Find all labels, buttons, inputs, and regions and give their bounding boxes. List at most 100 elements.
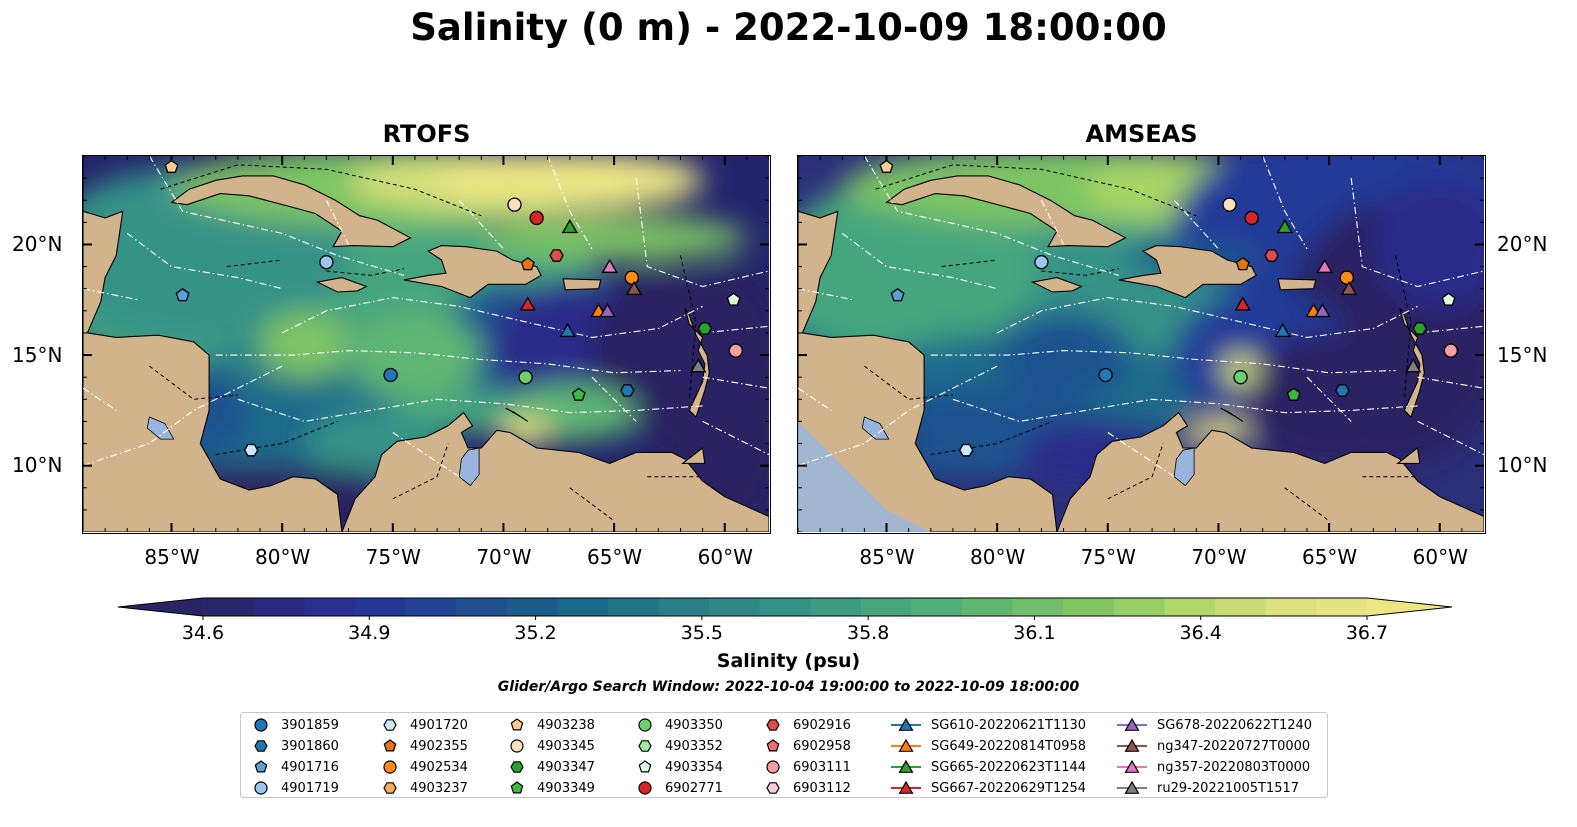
legend: 3901859 3901860 4901716 4901719 4901720 49023… (240, 712, 1328, 798)
legend-item: ng347-20220727T0000 (1117, 736, 1310, 756)
legend-marker-icon (254, 740, 268, 752)
legend-marker-icon (766, 719, 780, 731)
eez-line (1417, 376, 1484, 389)
search-window-caption: Glider/Argo Search Window: 2022-10-04 19… (497, 679, 1080, 695)
land-antilles-chain (684, 308, 710, 419)
station-marker-SG678-20220622T1240 (1314, 303, 1331, 318)
colorbar-bin (1215, 598, 1267, 616)
colorbar-bin (759, 598, 811, 616)
eez-line (702, 420, 769, 456)
colorbar-bin (607, 598, 660, 616)
legend-item: 4903349 (507, 778, 595, 798)
eez-line (1173, 199, 1219, 250)
station-marker-4902534 (1339, 270, 1354, 285)
boundary-line (1395, 255, 1412, 400)
eez-line (215, 350, 681, 374)
lake-nicaragua (146, 416, 175, 440)
station-marker-SG610-20220621T1130 (1274, 322, 1291, 338)
eez-line (83, 365, 283, 467)
legend-marker-icon (510, 761, 524, 773)
legend-label: 6902771 (665, 780, 723, 796)
legend-item: 4903345 (507, 736, 595, 756)
boundary-line (941, 259, 998, 268)
lat-tick-label-left: 10°N (12, 453, 63, 478)
station-marker-4903238 (164, 159, 179, 173)
legend-marker-icon (891, 780, 921, 794)
lat-tick-label-right: 15°N (1497, 342, 1548, 367)
station-marker-SG667-20220629T1254 (1234, 296, 1251, 311)
legend-label: 4901716 (281, 759, 339, 775)
legend-item: 4902534 (380, 757, 468, 777)
station-marker-4903354 (1441, 292, 1456, 306)
legend-marker-icon (638, 760, 652, 773)
eez-line (126, 232, 283, 290)
lat-tick-label-left: 15°N (12, 342, 63, 367)
eez-line (1350, 178, 1484, 288)
land-central-america (83, 156, 343, 532)
legend-marker-icon (383, 782, 397, 794)
land-hispaniola (403, 245, 542, 299)
pacific-masked (798, 421, 931, 532)
lon-tick-label: 80°W (970, 545, 1026, 569)
boundary-line (1041, 268, 1119, 276)
colorbar-bin (709, 598, 761, 616)
colorbar-bin (658, 598, 710, 616)
legend-marker-icon (383, 739, 397, 752)
legend-item: 4903352 (635, 736, 723, 756)
legend-item: 4903350 (635, 715, 723, 735)
legend-label: SG667-20220629T1254 (931, 780, 1087, 796)
colorbar-bin (253, 598, 305, 616)
station-marker-4903347 (1412, 322, 1428, 335)
boundary-line (1107, 443, 1164, 500)
legend-item: 4901719 (251, 778, 339, 798)
eez-line (1262, 156, 1308, 250)
legend-item: 4902355 (380, 736, 468, 756)
lon-tick-label: 65°W (1301, 545, 1358, 569)
eez-line (798, 288, 854, 301)
legend-label: 4901720 (410, 717, 468, 733)
eez-line (635, 178, 769, 288)
legend-item: SG665-20220623T1144 (891, 757, 1086, 777)
legend-marker-icon (383, 760, 397, 774)
station-marker-6903111 (728, 343, 743, 358)
eez-line (325, 199, 349, 245)
eez-line (863, 156, 1120, 276)
boundary-line (680, 255, 697, 400)
lon-tick-label: 80°W (255, 545, 311, 569)
legend-label: ng357-20220803T0000 (1157, 759, 1311, 775)
legend-marker-icon (510, 781, 524, 794)
lat-tick-label-right: 20°N (1497, 231, 1548, 256)
legend-label: 4901719 (281, 780, 339, 796)
boundary-line (215, 420, 338, 456)
legend-label: 6902916 (793, 717, 851, 733)
legend-label: 4902355 (410, 738, 468, 754)
salinity-patch (392, 388, 526, 433)
colorbar-tick-label: 36.4 (1179, 622, 1222, 644)
land-antilles-chain (1399, 308, 1425, 419)
lon-tick-label: 70°W (476, 545, 532, 569)
legend-marker-icon (510, 739, 524, 753)
station-marker-SG667-20220629T1254 (519, 296, 536, 311)
colorbar-bin (810, 598, 862, 616)
station-marker-ng347-20220727T0000 (625, 280, 643, 296)
eez-line (702, 376, 769, 389)
station-marker-4901716 (175, 287, 190, 302)
station-marker-4903350 (518, 370, 533, 385)
station-marker-4902534 (624, 270, 639, 285)
legend-label: 4903354 (665, 759, 723, 775)
station-marker-4903354 (726, 292, 741, 306)
colorbar-tick-label: 34.9 (348, 622, 391, 644)
legend-marker-icon (1117, 738, 1147, 752)
legend-marker-icon (891, 717, 921, 731)
legend-item: SG610-20220621T1130 (891, 715, 1086, 735)
legend-marker-icon (1117, 780, 1147, 794)
colorbar-bin (1164, 598, 1216, 616)
eez-line (702, 325, 769, 334)
station-marker-4901720 (958, 443, 974, 457)
eez-line (841, 232, 998, 290)
eez-line (1306, 376, 1352, 422)
legend-label: 6903112 (793, 780, 851, 796)
legend-label: 4903347 (537, 759, 595, 775)
salinity-patch (260, 310, 349, 378)
legend-item: 6902958 (763, 736, 851, 756)
